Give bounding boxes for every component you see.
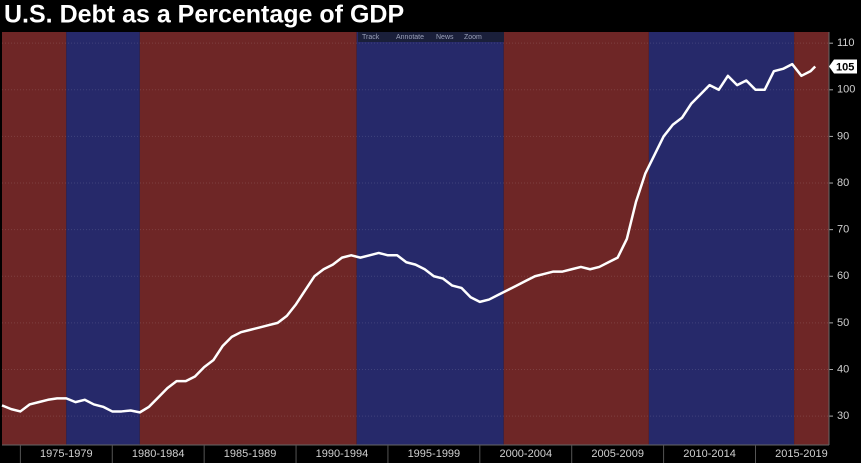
- period-band: [794, 32, 829, 445]
- x-tick-label: 2000-2004: [499, 448, 552, 460]
- x-tick-label: 1985-1989: [224, 448, 277, 460]
- toolbar-button[interactable]: Zoom: [464, 34, 482, 41]
- y-tick-label: 80: [837, 177, 849, 189]
- current-value-tag: [829, 59, 857, 74]
- x-tick-label: 2005-2009: [591, 448, 644, 460]
- x-tick-label: 1975-1979: [40, 448, 93, 460]
- toolbar-button[interactable]: News: [436, 34, 454, 41]
- period-band: [66, 32, 140, 445]
- period-band: [356, 32, 504, 445]
- x-tick-label: 1995-1999: [408, 448, 461, 460]
- x-tick-label: 2015-2019: [775, 448, 828, 460]
- toolbar-button[interactable]: Track: [362, 34, 380, 41]
- y-tick-label: 50: [837, 317, 849, 329]
- chart-title: U.S. Debt as a Percentage of GDP: [4, 1, 404, 29]
- x-tick-label: 1980-1984: [132, 448, 185, 460]
- y-tick-label: 30: [837, 410, 849, 422]
- period-band: [139, 32, 357, 445]
- toolbar-button[interactable]: Annotate: [396, 34, 424, 41]
- period-band: [648, 32, 795, 445]
- toolbar[interactable]: [358, 32, 504, 42]
- y-tick-label: 110: [837, 37, 855, 49]
- y-tick-label: 70: [837, 224, 849, 236]
- data-line: [1, 62, 817, 414]
- period-band: [503, 32, 649, 445]
- y-tick-label: 40: [837, 363, 849, 375]
- y-tick-label: 60: [837, 270, 849, 282]
- x-tick-label: 1990-1994: [316, 448, 369, 460]
- x-tick-label: 2010-2014: [683, 448, 736, 460]
- y-tick-label: 90: [837, 130, 849, 142]
- period-band: [2, 32, 67, 445]
- y-tick-label: 100: [837, 84, 855, 96]
- current-value-label: 105: [836, 61, 854, 73]
